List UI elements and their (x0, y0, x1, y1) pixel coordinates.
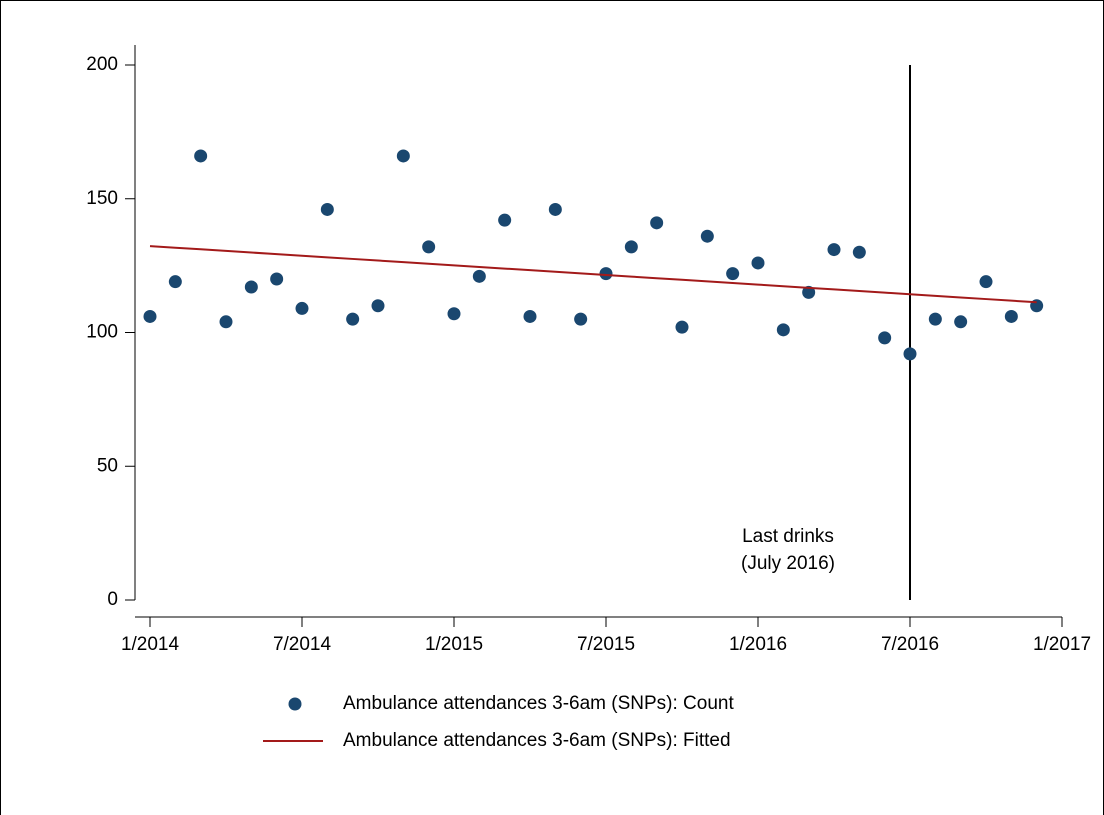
x-tick-label: 1/2016 (729, 634, 787, 655)
data-point (700, 229, 714, 243)
annotation: (July 2016) (741, 553, 835, 574)
data-point (878, 331, 892, 345)
data-point (270, 272, 284, 286)
data-point (802, 285, 816, 299)
fitted-line (149, 245, 1037, 304)
x-tick-label: 7/2014 (273, 634, 332, 655)
legend-marker (288, 697, 302, 711)
data-point (852, 245, 866, 259)
data-point (650, 216, 664, 230)
x-tick-label: 1/2014 (121, 634, 180, 655)
data-point (903, 347, 917, 361)
data-point (168, 275, 182, 289)
data-point (574, 312, 588, 326)
data-point (599, 267, 613, 281)
data-point (194, 149, 208, 163)
data-point (827, 243, 841, 257)
data-point (143, 309, 157, 323)
data-point (244, 280, 258, 294)
data-point (523, 309, 537, 323)
data-point (320, 202, 334, 216)
legend-label: Ambulance attendances 3-6am (SNPs): Fitt… (343, 730, 731, 751)
x-tick-label: 1/2017 (1033, 634, 1091, 655)
data-point (726, 267, 740, 281)
y-tick-label: 150 (86, 188, 118, 209)
data-point (219, 315, 233, 329)
x-tick-label: 1/2015 (425, 634, 483, 655)
x-tick-label: 7/2015 (577, 634, 635, 655)
data-point (422, 240, 436, 254)
legend-label: Ambulance attendances 3-6am (SNPs): Coun… (343, 693, 734, 714)
annotation: Last drinks (742, 526, 834, 547)
y-tick-label: 0 (107, 589, 118, 610)
data-point (498, 213, 512, 227)
data-point (472, 269, 486, 283)
data-point (954, 315, 968, 329)
data-point (1004, 309, 1018, 323)
y-tick-label: 200 (86, 54, 118, 75)
data-point (979, 275, 993, 289)
data-point (928, 312, 942, 326)
data-point (346, 312, 360, 326)
y-tick-label: 100 (86, 322, 118, 343)
data-point (751, 256, 765, 270)
data-point (295, 301, 309, 315)
data-point (371, 299, 385, 313)
data-point (776, 323, 790, 337)
data-point (624, 240, 638, 254)
data-point (396, 149, 410, 163)
data-point (675, 320, 689, 334)
x-tick-label: 7/2016 (881, 634, 939, 655)
data-point (447, 307, 461, 321)
data-point (548, 202, 562, 216)
y-tick-label: 50 (97, 455, 118, 476)
